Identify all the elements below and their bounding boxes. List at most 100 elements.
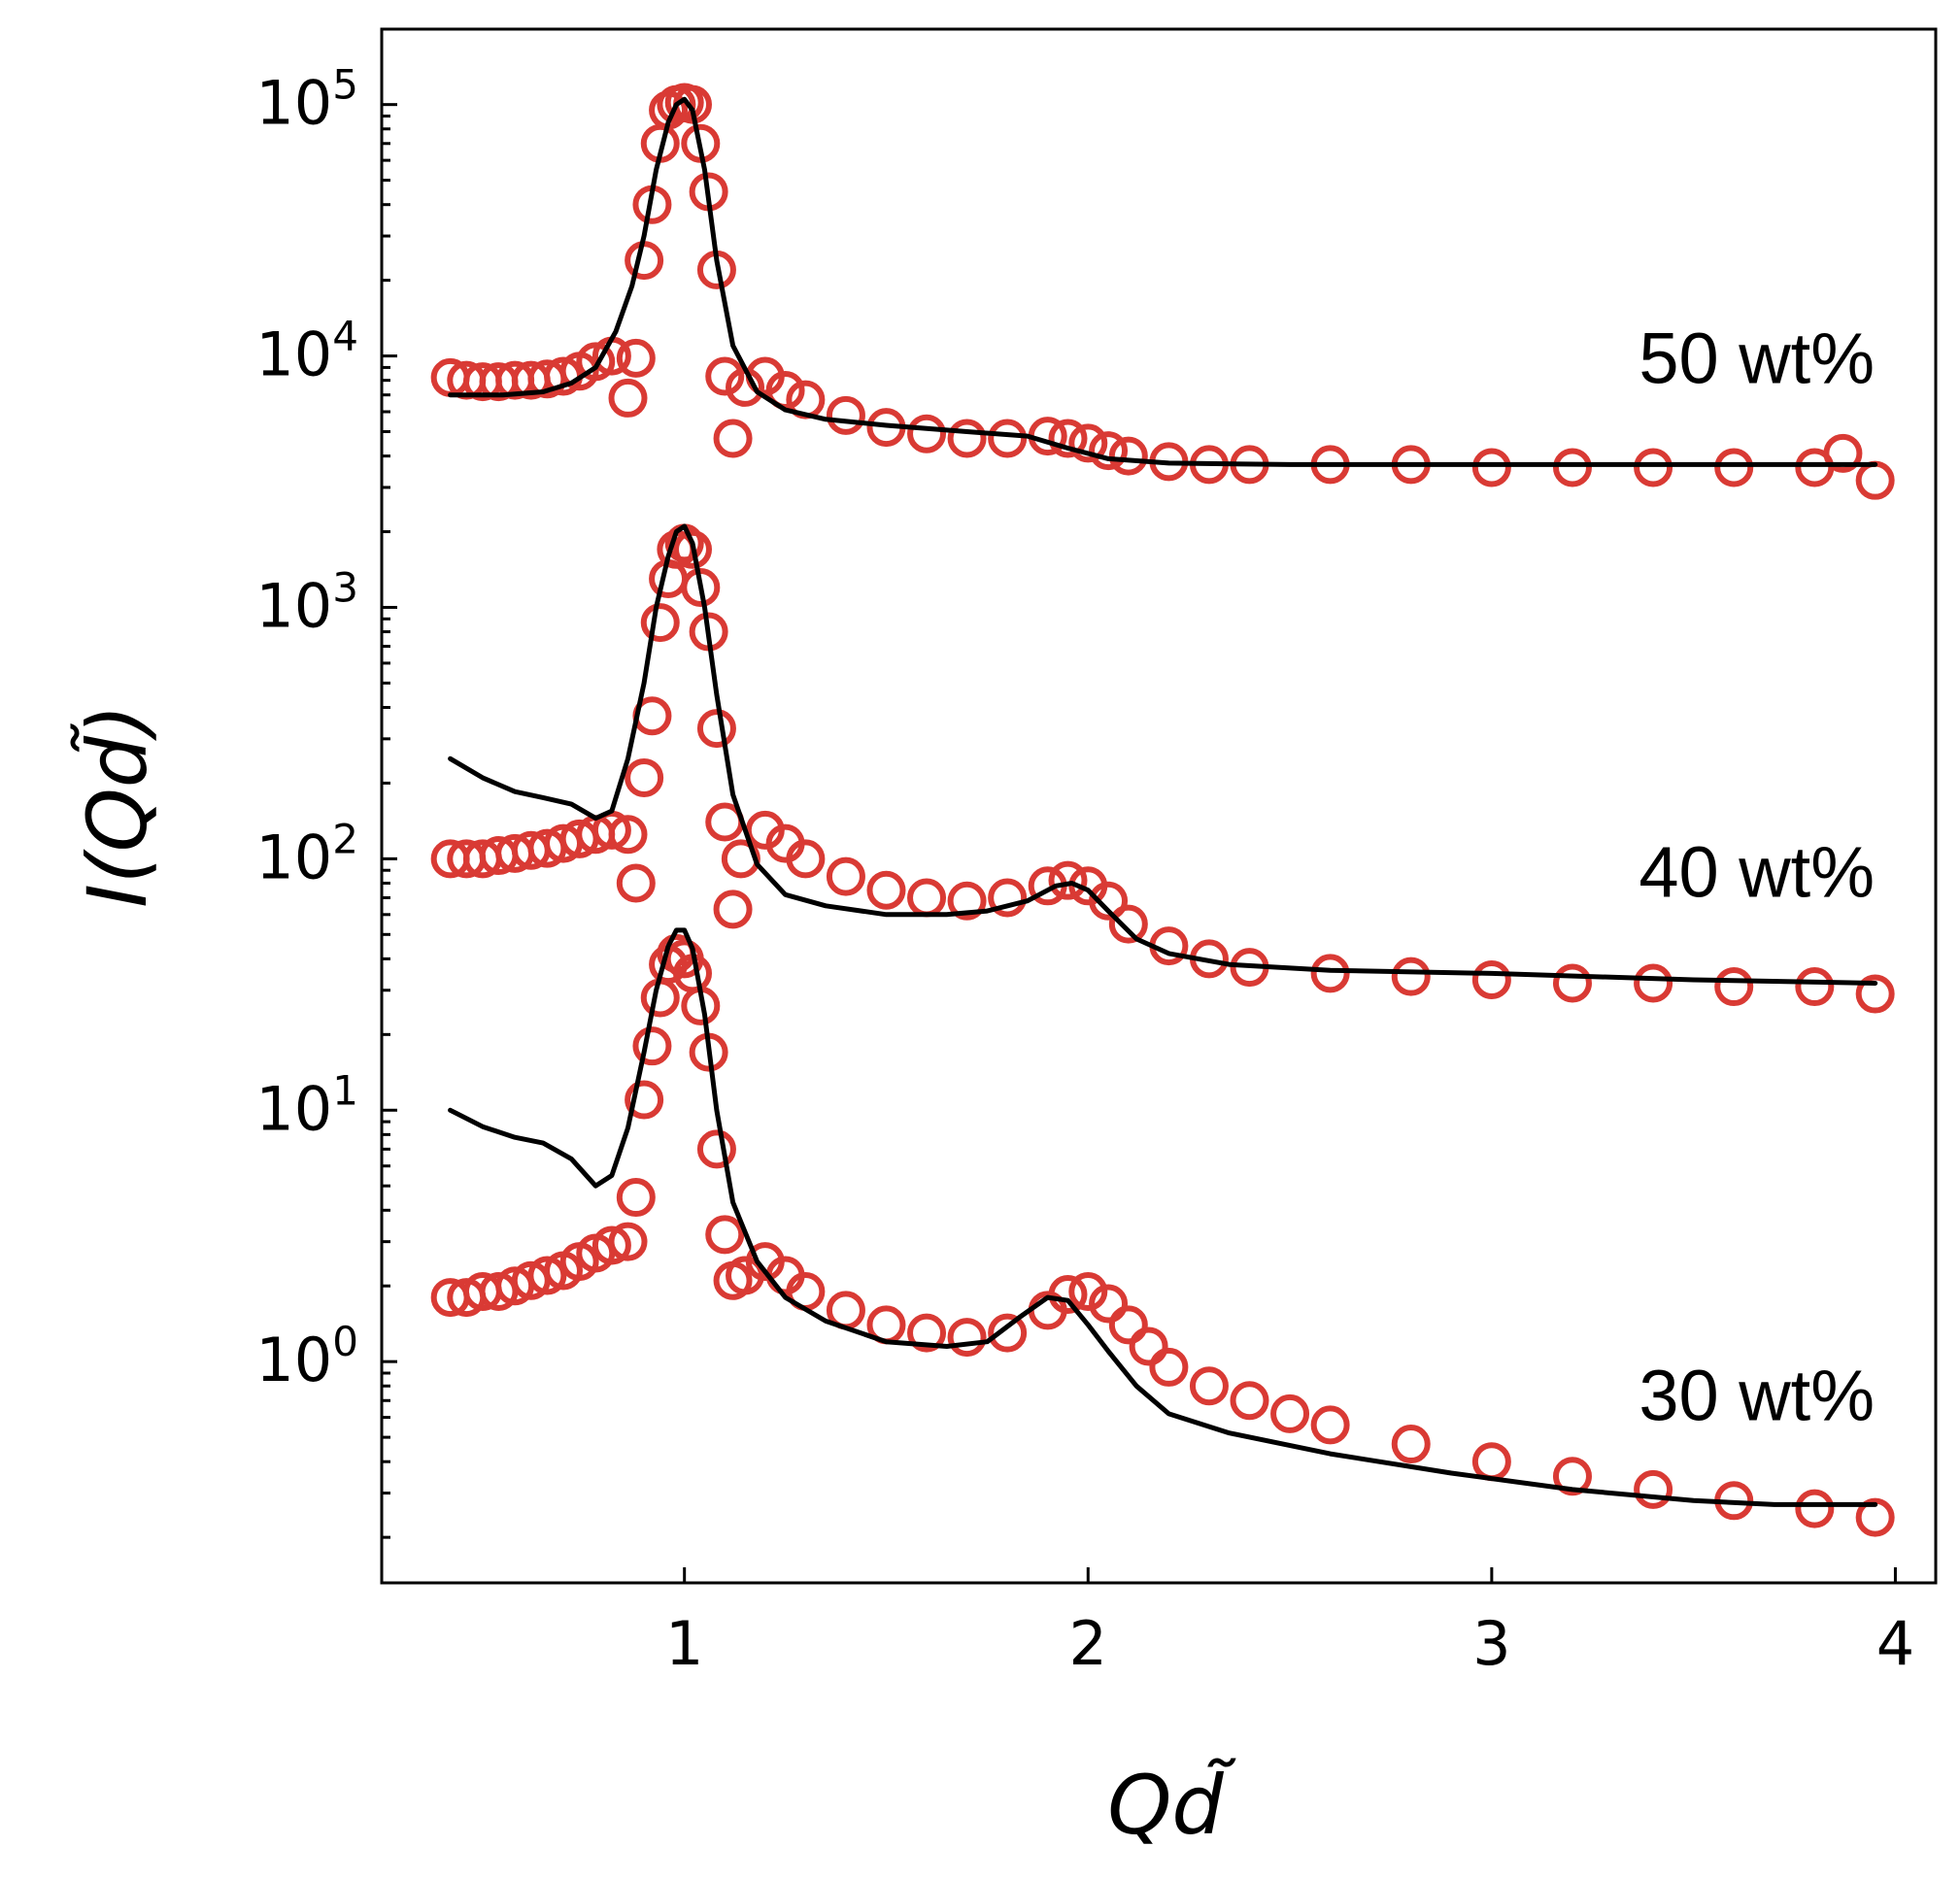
data-point [1089, 1284, 1129, 1324]
y-tick-label: 101 [255, 1066, 358, 1144]
data-layer [430, 83, 1895, 1537]
data-point [632, 1026, 672, 1066]
data-point [591, 810, 631, 850]
data-point [608, 815, 648, 855]
data-point [988, 878, 1028, 918]
series-50-wt- [430, 83, 1895, 500]
data-point [616, 338, 656, 378]
data-point [765, 370, 805, 410]
data-point [591, 1225, 631, 1265]
data-point [1714, 967, 1754, 1007]
data-point [713, 890, 753, 929]
data-point [1089, 881, 1129, 921]
data-point [1714, 448, 1754, 487]
data-point [866, 870, 906, 910]
data-point [1823, 433, 1863, 473]
data-point [576, 342, 616, 382]
data-point [1108, 904, 1148, 944]
data-point [681, 567, 721, 607]
data-point [1048, 860, 1088, 900]
data-point [1391, 957, 1431, 996]
fit-layer [448, 96, 1878, 1507]
data-point [1855, 974, 1895, 1014]
data-point [988, 1313, 1028, 1353]
series-30-wt- [430, 933, 1895, 1537]
data-point [1795, 967, 1835, 1007]
data-point [1310, 954, 1350, 993]
data-point [1795, 1489, 1835, 1528]
data-point [673, 529, 712, 569]
data-point [1855, 460, 1895, 500]
y-tick-label: 100 [255, 1318, 358, 1395]
data-point [1189, 1366, 1229, 1406]
data-point [947, 881, 987, 921]
x-tick-label: 3 [1472, 1608, 1510, 1679]
data-point [1149, 1347, 1189, 1387]
data-point [1552, 963, 1592, 1003]
data-point [1089, 431, 1129, 471]
x-tick-label: 1 [665, 1608, 703, 1679]
data-point [947, 419, 987, 458]
data-point [696, 709, 736, 749]
data-point [907, 878, 947, 918]
series-label: 30 wt% [1639, 1356, 1875, 1436]
x-axis-label: Qd̃ [1107, 1758, 1235, 1853]
data-point [1129, 1326, 1168, 1366]
data-point [1108, 436, 1148, 476]
data-point [1634, 1469, 1673, 1509]
fit-line [448, 96, 1878, 467]
data-point [1270, 1393, 1310, 1433]
data-point [1230, 1381, 1269, 1421]
series-labels: 50 wt% 40 wt% 30 wt% [1639, 319, 1875, 1436]
series-label: 50 wt% [1639, 319, 1875, 399]
x-tick-label: 4 [1876, 1608, 1914, 1679]
data-point [616, 1178, 656, 1218]
x-axis: 1 2 3 4 [665, 1567, 1914, 1679]
data-point [786, 839, 826, 879]
data-point [947, 1318, 987, 1358]
data-point [907, 414, 947, 453]
y-tick-label: 105 [255, 61, 358, 139]
data-point [1068, 423, 1108, 463]
plot-frame [380, 27, 1938, 1585]
data-point [1634, 448, 1673, 487]
data-point [608, 378, 648, 418]
data-point [640, 603, 680, 643]
data-point [616, 863, 656, 903]
fit-line [448, 523, 1878, 986]
data-point [625, 241, 664, 281]
series-40-wt- [430, 523, 1895, 1014]
data-point [1108, 1305, 1148, 1345]
data-point [826, 395, 865, 435]
data-point [625, 1080, 664, 1120]
y-axis: 100 101 102 103 104 105 [255, 61, 397, 1539]
data-point [826, 856, 865, 896]
data-point [1068, 1271, 1108, 1311]
y-tick-label: 102 [255, 815, 358, 892]
y-tick-label: 103 [255, 563, 358, 641]
data-point [608, 1222, 648, 1261]
data-point [1471, 448, 1511, 487]
y-tick-label: 104 [255, 313, 358, 390]
data-point [705, 356, 745, 396]
data-point [1048, 419, 1088, 458]
data-point [1391, 1425, 1431, 1464]
fit-line [448, 927, 1878, 1507]
data-point [1471, 1442, 1511, 1482]
data-point [1310, 1405, 1350, 1445]
data-point [1048, 1274, 1088, 1314]
data-point [527, 1256, 567, 1295]
data-point [705, 1215, 745, 1255]
x-tick-label: 2 [1069, 1608, 1107, 1679]
data-point [1471, 960, 1511, 1000]
data-point [1552, 1457, 1592, 1496]
data-point [696, 1129, 736, 1169]
series-label: 40 wt% [1639, 832, 1875, 913]
data-point [1552, 448, 1592, 487]
data-point [713, 419, 753, 458]
data-point [1855, 1497, 1895, 1537]
data-point [625, 757, 664, 797]
data-point [640, 978, 680, 1018]
data-point [988, 419, 1028, 458]
